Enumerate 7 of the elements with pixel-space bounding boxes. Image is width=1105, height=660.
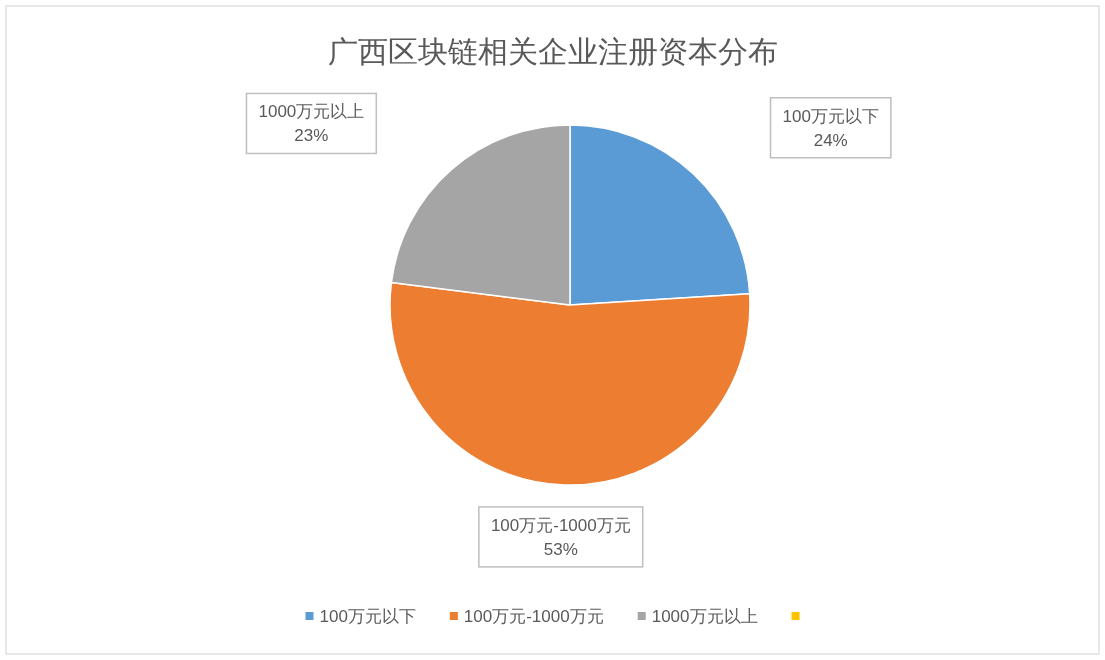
slice-label: 1000万元以上 (258, 102, 365, 122)
chart-title: 广西区块链相关企业注册资本分布 (327, 35, 778, 68)
data-label: 53% (543, 539, 578, 559)
data-label: 23% (294, 126, 329, 146)
slice-label: 100万元以下 (782, 106, 879, 126)
data-label: 24% (813, 130, 848, 150)
slice-label: 100万元-1000万元 (490, 515, 631, 535)
